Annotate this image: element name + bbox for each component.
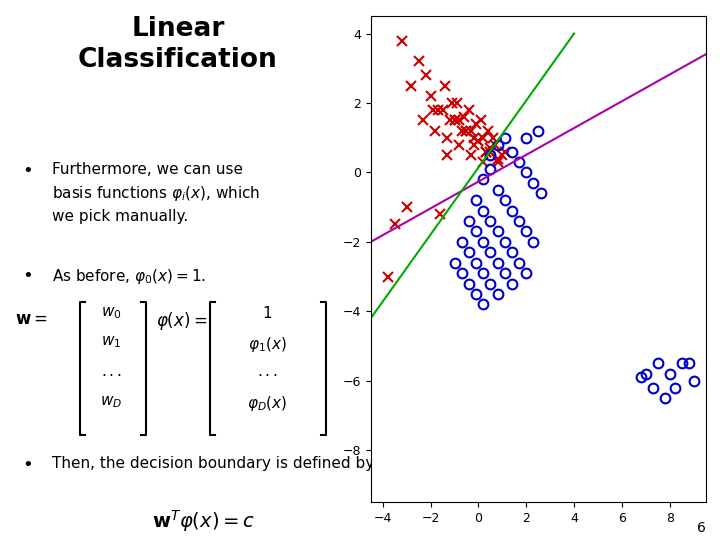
Text: $\lceil w_0 \rceil$: $\lceil w_0 \rceil$: [81, 310, 114, 329]
Text: $\varphi(x) =$: $\varphi(x) =$: [156, 310, 207, 333]
Text: •: •: [22, 267, 33, 285]
Text: Then, the decision boundary is defined by equation:: Then, the decision boundary is defined b…: [52, 456, 451, 471]
Text: $\varphi_1(x)$: $\varphi_1(x)$: [248, 335, 287, 354]
Text: •: •: [22, 162, 33, 180]
Text: $w_1$: $w_1$: [101, 335, 122, 350]
Text: As before, $\varphi_0(x) = 1$.: As before, $\varphi_0(x) = 1$.: [52, 267, 206, 286]
Text: 6: 6: [697, 521, 706, 535]
Text: $...$: $...$: [101, 364, 122, 380]
Text: $w_0$: $w_0$: [101, 305, 122, 321]
Text: •: •: [22, 456, 33, 474]
Text: $...$: $...$: [256, 364, 277, 380]
Text: Linear
Classification: Linear Classification: [78, 16, 278, 73]
Text: $\mathbf{w}^T \varphi(x) = c$: $\mathbf{w}^T \varphi(x) = c$: [153, 508, 256, 534]
Text: $\mathbf{w} =$: $\mathbf{w} =$: [15, 310, 48, 328]
Text: $1$: $1$: [262, 305, 272, 321]
Text: $w_D$: $w_D$: [100, 394, 122, 410]
Text: Furthermore, we can use
basis functions $\varphi_i(x)$, which
we pick manually.: Furthermore, we can use basis functions …: [52, 162, 260, 224]
Text: $\varphi_D(x)$: $\varphi_D(x)$: [247, 394, 287, 413]
